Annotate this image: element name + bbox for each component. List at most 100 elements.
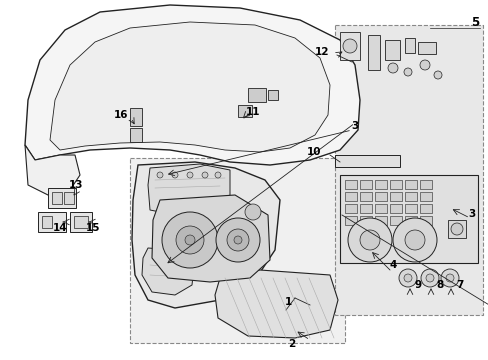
- Circle shape: [244, 204, 261, 220]
- Polygon shape: [25, 5, 359, 165]
- Bar: [48, 188, 76, 208]
- Text: 14: 14: [53, 223, 67, 233]
- Bar: [389, 192, 401, 201]
- Circle shape: [162, 212, 218, 268]
- Bar: [374, 204, 386, 213]
- Circle shape: [202, 172, 207, 178]
- Text: 15: 15: [85, 223, 100, 233]
- Circle shape: [234, 236, 242, 244]
- Bar: [374, 180, 386, 189]
- Circle shape: [359, 230, 379, 250]
- FancyBboxPatch shape: [153, 86, 231, 125]
- Bar: [404, 204, 416, 213]
- Text: 1: 1: [284, 297, 291, 307]
- Bar: [334, 25, 482, 315]
- Text: 9: 9: [414, 280, 421, 290]
- Polygon shape: [152, 195, 269, 282]
- Bar: [367, 35, 379, 70]
- Text: 16: 16: [114, 110, 128, 120]
- Text: 13: 13: [69, 180, 83, 190]
- Text: 10: 10: [306, 147, 321, 157]
- Circle shape: [403, 274, 411, 282]
- FancyBboxPatch shape: [245, 28, 314, 77]
- Bar: [345, 192, 356, 201]
- Circle shape: [450, 223, 462, 235]
- Text: 3: 3: [468, 209, 475, 219]
- Bar: [247, 88, 265, 102]
- Bar: [404, 180, 416, 189]
- Bar: [130, 108, 142, 126]
- Bar: [70, 212, 92, 232]
- Bar: [389, 216, 401, 225]
- Bar: [419, 216, 431, 225]
- Polygon shape: [50, 22, 329, 152]
- Circle shape: [347, 218, 391, 262]
- Text: 12: 12: [314, 47, 328, 57]
- Bar: [130, 158, 345, 343]
- Circle shape: [226, 229, 248, 251]
- Circle shape: [215, 172, 221, 178]
- Polygon shape: [132, 162, 280, 308]
- Polygon shape: [215, 270, 337, 338]
- Text: 2: 2: [288, 339, 295, 349]
- FancyBboxPatch shape: [98, 30, 140, 59]
- Bar: [52, 192, 62, 204]
- Circle shape: [157, 172, 163, 178]
- Polygon shape: [25, 145, 80, 195]
- Bar: [334, 155, 399, 167]
- Bar: [64, 192, 74, 204]
- Circle shape: [445, 274, 453, 282]
- Circle shape: [186, 172, 193, 178]
- Bar: [419, 192, 431, 201]
- Text: 4: 4: [388, 260, 396, 270]
- Text: 5: 5: [470, 15, 478, 28]
- Circle shape: [403, 68, 411, 76]
- Bar: [38, 212, 66, 232]
- Bar: [345, 180, 356, 189]
- Bar: [417, 42, 435, 54]
- Bar: [238, 105, 251, 117]
- Circle shape: [419, 60, 429, 70]
- Bar: [374, 216, 386, 225]
- Bar: [447, 220, 465, 238]
- Bar: [389, 204, 401, 213]
- Bar: [267, 90, 278, 100]
- Circle shape: [184, 235, 195, 245]
- Circle shape: [392, 218, 436, 262]
- Circle shape: [425, 274, 433, 282]
- Bar: [339, 32, 359, 60]
- Circle shape: [216, 218, 260, 262]
- Text: 7: 7: [455, 280, 463, 290]
- Bar: [419, 204, 431, 213]
- Bar: [359, 204, 371, 213]
- Bar: [359, 180, 371, 189]
- Circle shape: [342, 39, 356, 53]
- Bar: [374, 192, 386, 201]
- Bar: [384, 40, 399, 60]
- Bar: [419, 180, 431, 189]
- Bar: [74, 216, 88, 228]
- Circle shape: [404, 230, 424, 250]
- Circle shape: [440, 269, 458, 287]
- Bar: [389, 180, 401, 189]
- Polygon shape: [142, 248, 195, 295]
- Text: 3: 3: [351, 121, 358, 131]
- Circle shape: [398, 269, 416, 287]
- Bar: [345, 204, 356, 213]
- Circle shape: [387, 63, 397, 73]
- Text: 8: 8: [435, 280, 443, 290]
- Circle shape: [433, 71, 441, 79]
- Bar: [359, 192, 371, 201]
- Polygon shape: [148, 164, 229, 215]
- Bar: [345, 216, 356, 225]
- Bar: [404, 38, 414, 53]
- Ellipse shape: [43, 168, 61, 182]
- Bar: [359, 216, 371, 225]
- Bar: [42, 216, 52, 228]
- FancyBboxPatch shape: [142, 25, 243, 86]
- Circle shape: [176, 226, 203, 254]
- Bar: [404, 216, 416, 225]
- Bar: [339, 175, 477, 263]
- Circle shape: [172, 172, 178, 178]
- Text: 11: 11: [245, 107, 260, 117]
